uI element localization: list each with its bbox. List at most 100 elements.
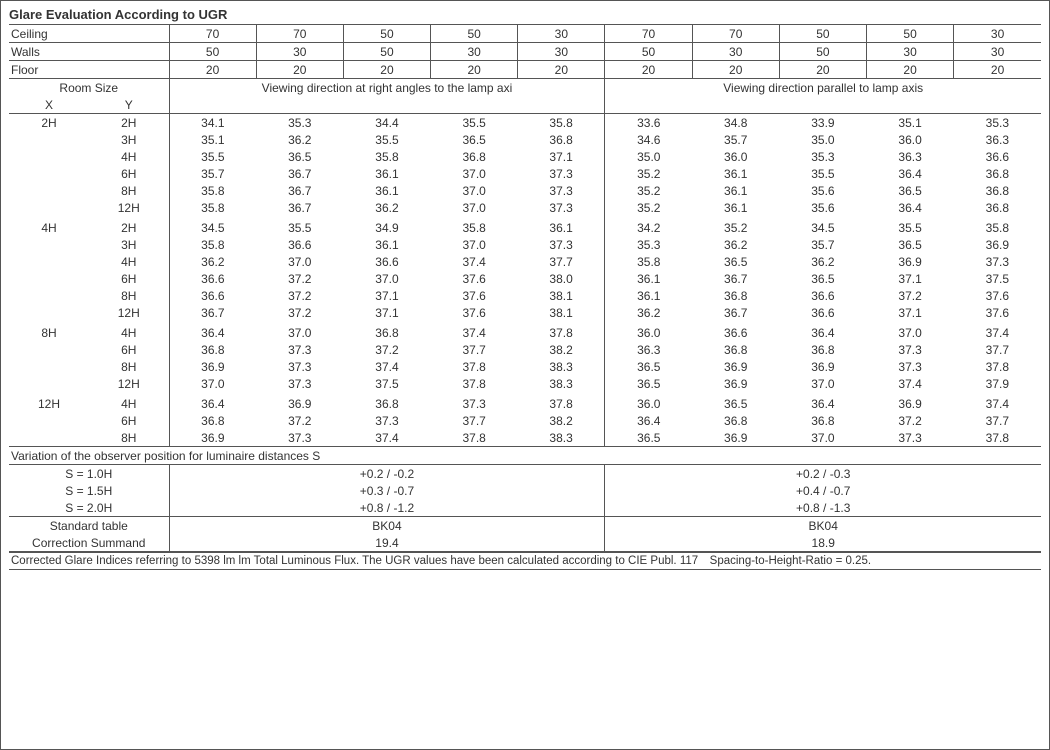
ugr-value: 37.3 <box>954 253 1041 270</box>
ugr-value: 37.8 <box>431 429 518 447</box>
ugr-value: 35.5 <box>169 148 256 165</box>
ugr-value: 36.6 <box>256 236 343 253</box>
room-x <box>9 270 89 287</box>
ugr-value: 36.2 <box>605 304 692 321</box>
room-y: 2H <box>89 114 169 132</box>
ugr-value: 35.7 <box>169 165 256 182</box>
ugr-value: 36.8 <box>518 131 605 148</box>
ugr-value: 36.8 <box>431 148 518 165</box>
ugr-value: 37.1 <box>518 148 605 165</box>
ugr-value: 35.1 <box>169 131 256 148</box>
ugr-value: 36.6 <box>779 304 866 321</box>
ugr-value: 37.4 <box>431 324 518 341</box>
ugr-value: 35.2 <box>605 182 692 199</box>
ugr-value: 36.4 <box>779 324 866 341</box>
ugr-value: 37.7 <box>954 341 1041 358</box>
ugr-value: 36.2 <box>692 236 779 253</box>
ugr-value: 36.6 <box>169 287 256 304</box>
ugr-value: 36.8 <box>343 324 430 341</box>
ugr-value: 37.8 <box>954 429 1041 447</box>
ugr-value: 36.1 <box>518 219 605 236</box>
ugr-value: 37.4 <box>954 395 1041 412</box>
ugr-value: 37.0 <box>431 182 518 199</box>
ugr-value: 37.1 <box>867 304 954 321</box>
ugr-value: 37.3 <box>867 341 954 358</box>
reflectance-value: 70 <box>169 25 256 43</box>
ugr-value: 34.5 <box>169 219 256 236</box>
ugr-value: 35.1 <box>867 114 954 132</box>
ugr-value: 38.2 <box>518 341 605 358</box>
room-y: 4H <box>89 395 169 412</box>
reflectance-value: 20 <box>779 61 866 79</box>
ugr-value: 35.5 <box>779 165 866 182</box>
ugr-value: 38.1 <box>518 287 605 304</box>
ugr-value: 37.4 <box>954 324 1041 341</box>
ugr-value: 36.8 <box>169 412 256 429</box>
ugr-value: 37.3 <box>343 412 430 429</box>
ugr-value: 36.8 <box>343 395 430 412</box>
room-y: 12H <box>89 304 169 321</box>
room-x <box>9 182 89 199</box>
ugr-value: 37.0 <box>431 199 518 216</box>
ugr-value: 36.9 <box>169 358 256 375</box>
footnote: Corrected Glare Indices referring to 539… <box>9 552 1041 570</box>
ugr-value: 37.3 <box>256 341 343 358</box>
ugr-value: 37.8 <box>518 395 605 412</box>
ugr-value: 35.8 <box>169 182 256 199</box>
ugr-value: 38.3 <box>518 375 605 392</box>
ugr-value: 36.0 <box>605 395 692 412</box>
room-y: 6H <box>89 165 169 182</box>
reflectance-value: 20 <box>867 61 954 79</box>
room-x <box>9 304 89 321</box>
ugr-value: 36.3 <box>605 341 692 358</box>
variation-s: S = 1.5H <box>9 482 169 499</box>
ugr-value: 36.2 <box>169 253 256 270</box>
ugr-value: 34.6 <box>605 131 692 148</box>
ugr-value: 36.3 <box>954 131 1041 148</box>
ugr-value: 35.8 <box>169 236 256 253</box>
ugr-value: 36.9 <box>779 358 866 375</box>
room-x <box>9 412 89 429</box>
ugr-value: 37.3 <box>518 182 605 199</box>
ugr-value: 37.9 <box>954 375 1041 392</box>
ugr-value: 35.6 <box>779 199 866 216</box>
ugr-value: 35.5 <box>256 219 343 236</box>
reflectance-value: 30 <box>867 43 954 61</box>
ugr-value: 35.8 <box>518 114 605 132</box>
reflectance-value: 50 <box>779 25 866 43</box>
variation-right: +0.2 / -0.3 <box>605 465 1041 483</box>
room-x <box>9 199 89 216</box>
room-y: 12H <box>89 199 169 216</box>
room-y: 8H <box>89 182 169 199</box>
ugr-value: 36.4 <box>169 395 256 412</box>
ugr-value: 36.5 <box>779 270 866 287</box>
ugr-value: 37.0 <box>779 375 866 392</box>
ugr-value: 36.1 <box>343 182 430 199</box>
ugr-value: 35.2 <box>692 219 779 236</box>
ugr-value: 36.2 <box>779 253 866 270</box>
room-y: 6H <box>89 412 169 429</box>
ugr-value: 37.8 <box>518 324 605 341</box>
ugr-value: 36.7 <box>256 199 343 216</box>
ugr-value: 36.1 <box>343 165 430 182</box>
ugr-value: 37.4 <box>343 358 430 375</box>
ugr-value: 35.8 <box>169 199 256 216</box>
ugr-value: 36.0 <box>605 324 692 341</box>
ugr-value: 35.7 <box>692 131 779 148</box>
ugr-value: 36.8 <box>954 165 1041 182</box>
ugr-value: 36.4 <box>867 165 954 182</box>
ugr-value: 37.6 <box>954 304 1041 321</box>
room-x <box>9 358 89 375</box>
ugr-value: 36.5 <box>605 358 692 375</box>
ugr-table-container: Glare Evaluation According to UGR Ceilin… <box>0 0 1050 750</box>
ugr-value: 36.0 <box>867 131 954 148</box>
ugr-value: 34.4 <box>343 114 430 132</box>
ugr-value: 35.6 <box>779 182 866 199</box>
room-y: 12H <box>89 375 169 392</box>
ugr-value: 38.3 <box>518 358 605 375</box>
ugr-value: 36.8 <box>169 341 256 358</box>
ugr-value: 35.7 <box>779 236 866 253</box>
ugr-value: 38.0 <box>518 270 605 287</box>
ugr-value: 37.2 <box>867 412 954 429</box>
ugr-value: 36.8 <box>692 287 779 304</box>
